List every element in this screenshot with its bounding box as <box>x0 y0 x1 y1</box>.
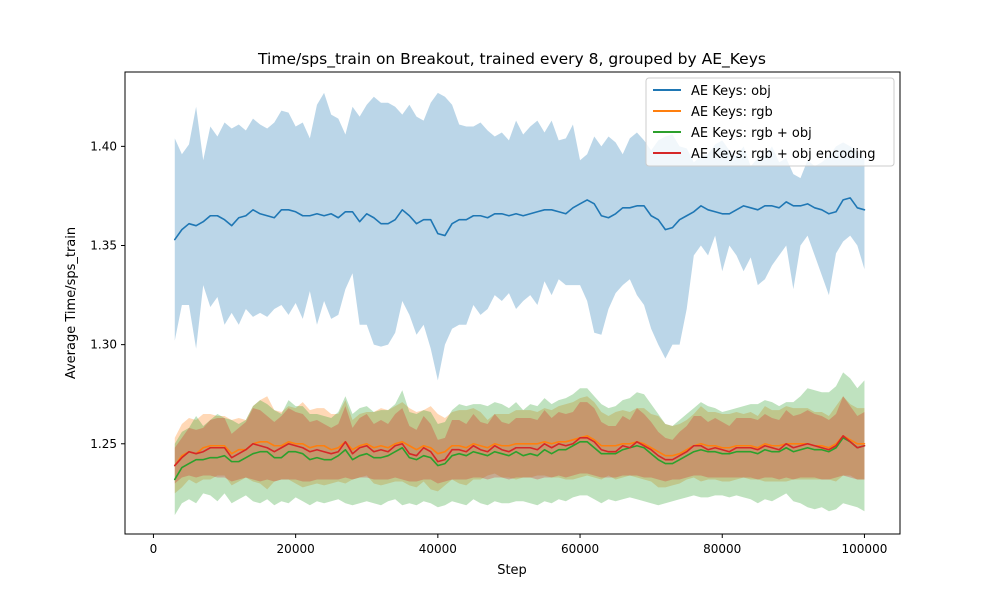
band-series-4 <box>174 396 865 484</box>
y-tick-label: 1.35 <box>90 238 117 252</box>
band-series-2 <box>174 396 865 494</box>
y-tick-label: 1.40 <box>90 139 117 153</box>
line-series-4 <box>173 435 866 467</box>
x-tick-label: 80000 <box>703 542 741 556</box>
series-lines <box>173 197 866 481</box>
x-axis-ticks: 0 20000 40000 60000 80000 100000 <box>150 534 888 556</box>
plot-frame <box>124 71 901 535</box>
x-tick-label: 60000 <box>561 542 599 556</box>
y-tick-label: 1.25 <box>90 437 117 451</box>
chart-title: Time/sps_train on Breakout, trained ever… <box>257 50 766 69</box>
x-tick-label: 0 <box>150 542 158 556</box>
legend-label: AE Keys: obj <box>691 84 771 99</box>
legend-label: AE Keys: rgb <box>691 105 773 120</box>
y-tick-label: 1.30 <box>90 338 117 352</box>
line-series-3 <box>173 437 866 481</box>
x-tick-label: 100000 <box>842 542 888 556</box>
legend-label: AE Keys: rgb + obj encoding <box>691 147 876 162</box>
x-tick-label: 20000 <box>277 542 315 556</box>
x-tick-label: 40000 <box>419 542 457 556</box>
x-axis-label: Step <box>497 563 527 578</box>
legend-box <box>645 77 895 167</box>
legend-label: AE Keys: rgb + obj <box>691 126 812 141</box>
y-axis-label: Average Time/sps_train <box>64 227 79 379</box>
legend: AE Keys: obj AE Keys: rgb AE Keys: rgb + o… <box>645 77 895 167</box>
y-axis-ticks: 1.25 1.30 1.35 1.40 <box>90 139 125 451</box>
line-series-1 <box>173 197 866 241</box>
line-series-2 <box>173 435 866 467</box>
